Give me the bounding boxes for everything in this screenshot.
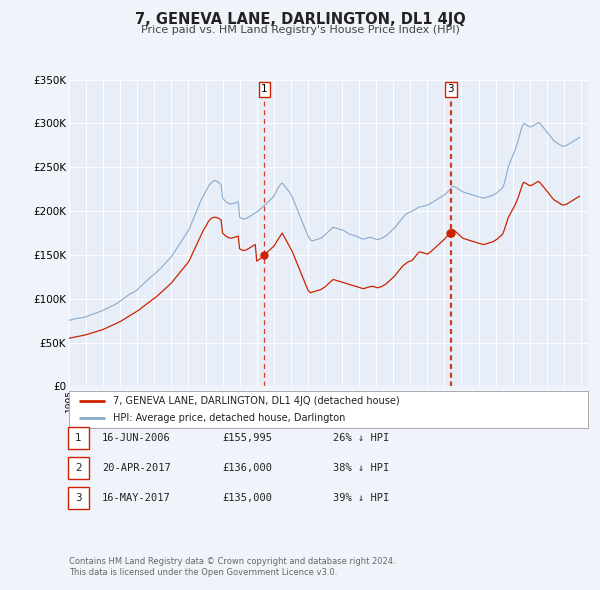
Text: HPI: Average price, detached house, Darlington: HPI: Average price, detached house, Darl…: [113, 413, 346, 422]
Text: This data is licensed under the Open Government Licence v3.0.: This data is licensed under the Open Gov…: [69, 568, 337, 577]
Text: 26% ↓ HPI: 26% ↓ HPI: [333, 433, 389, 442]
Text: 7, GENEVA LANE, DARLINGTON, DL1 4JQ (detached house): 7, GENEVA LANE, DARLINGTON, DL1 4JQ (det…: [113, 396, 400, 405]
Text: 39% ↓ HPI: 39% ↓ HPI: [333, 493, 389, 503]
Text: £135,000: £135,000: [222, 493, 272, 503]
Text: Price paid vs. HM Land Registry's House Price Index (HPI): Price paid vs. HM Land Registry's House …: [140, 25, 460, 35]
Text: 2: 2: [75, 463, 82, 473]
Text: 20-APR-2017: 20-APR-2017: [102, 463, 171, 473]
Text: 1: 1: [261, 84, 268, 94]
Text: 3: 3: [75, 493, 82, 503]
Text: £136,000: £136,000: [222, 463, 272, 473]
Text: Contains HM Land Registry data © Crown copyright and database right 2024.: Contains HM Land Registry data © Crown c…: [69, 558, 395, 566]
Text: 38% ↓ HPI: 38% ↓ HPI: [333, 463, 389, 473]
Text: 7, GENEVA LANE, DARLINGTON, DL1 4JQ: 7, GENEVA LANE, DARLINGTON, DL1 4JQ: [134, 12, 466, 27]
Text: 16-JUN-2006: 16-JUN-2006: [102, 433, 171, 442]
Text: 1: 1: [75, 433, 82, 442]
Text: 3: 3: [448, 84, 454, 94]
Text: £155,995: £155,995: [222, 433, 272, 442]
Text: 16-MAY-2017: 16-MAY-2017: [102, 493, 171, 503]
